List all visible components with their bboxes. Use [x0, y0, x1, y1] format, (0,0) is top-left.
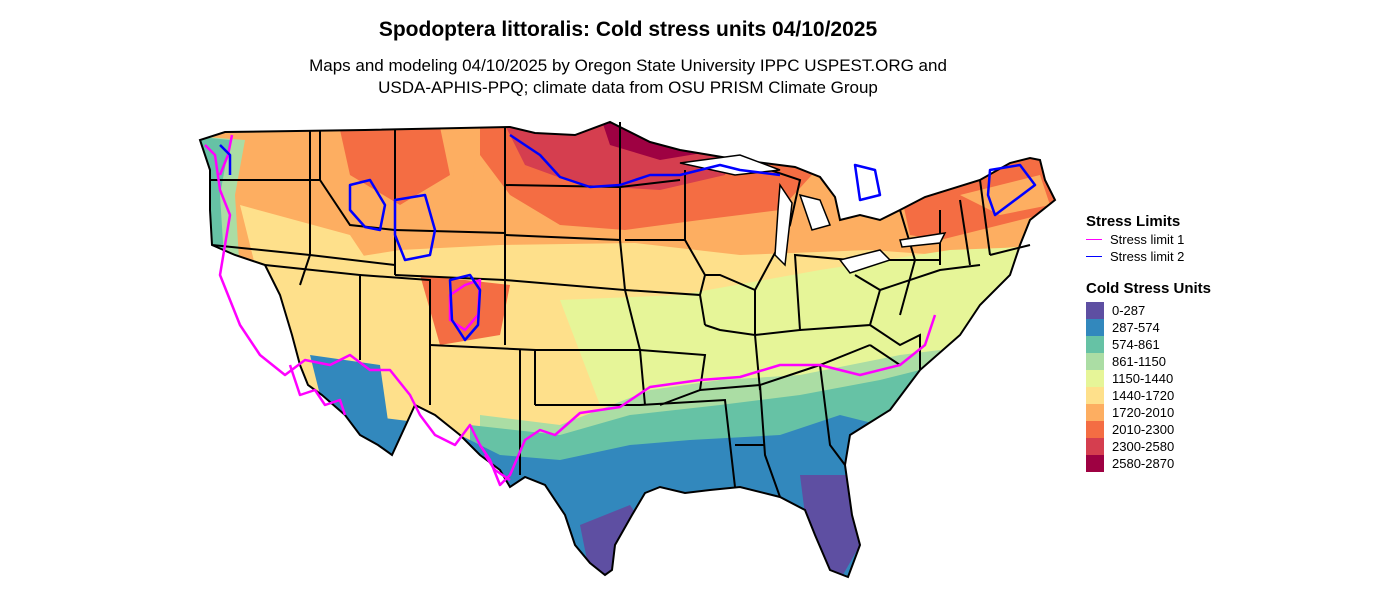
- stress-limit-1-contours: [204, 134, 937, 487]
- legend-class-row: 1720-2010: [1086, 404, 1266, 421]
- legend-class-label: 1440-1720: [1112, 388, 1175, 403]
- stress-limit-1-label: Stress limit 1: [1110, 232, 1185, 247]
- legend-class-label: 2580-2870: [1112, 456, 1175, 471]
- legend-class-row: 861-1150: [1086, 353, 1266, 370]
- legend-class-row: 2580-2870: [1086, 455, 1266, 472]
- legend-class-swatch: [1086, 370, 1104, 387]
- legend-class-label: 1720-2010: [1112, 405, 1175, 420]
- stress-limits-legend-title: Stress Limits: [1086, 213, 1181, 230]
- legend-class-swatch: [1086, 421, 1104, 438]
- legend-class-row: 574-861: [1086, 336, 1266, 353]
- map-title: Spodoptera littoralis: Cold stress units…: [378, 18, 878, 41]
- legend-class-label: 861-1150: [1112, 354, 1166, 369]
- subtitle-line-2: USDA-APHIS-PPQ; climate data from OSU PR…: [378, 78, 878, 97]
- legend-class-label: 2010-2300: [1112, 422, 1175, 437]
- legend-class-row: 1440-1720: [1086, 387, 1266, 404]
- legend-class-swatch: [1086, 319, 1104, 336]
- stress-limit-2-label: Stress limit 2: [1110, 249, 1185, 264]
- legend-class-swatch: [1086, 353, 1104, 370]
- legend-class-swatch: [1086, 438, 1104, 455]
- legend-class-label: 0-287: [1112, 303, 1146, 318]
- us-cold-stress-map: [180, 115, 1080, 595]
- stress-limit-1-swatch: [1086, 239, 1102, 240]
- map-svg: [198, 120, 1057, 579]
- legend-class-row: 2300-2580: [1086, 438, 1266, 455]
- legend-class-label: 1150-1440: [1112, 371, 1174, 386]
- legend-class-row: 2010-2300: [1086, 421, 1266, 438]
- legend-stress-limit-2: Stress limit 2: [1086, 248, 1266, 265]
- cold-stress-class-list: 0-287 287-574 574-861 861-1150 1150-1440 1440…: [1086, 302, 1266, 472]
- legend-class-label: 2300-2580: [1112, 439, 1175, 454]
- stress-limit-2-swatch: [1086, 256, 1102, 257]
- legend-class-swatch: [1086, 336, 1104, 353]
- subtitle-line-1: Maps and modeling 04/10/2025 by Oregon S…: [309, 56, 947, 75]
- great-lakes: [679, 154, 947, 274]
- legend: Stress Limits Stress limit 1 Stress limi…: [1086, 212, 1266, 472]
- legend-class-row: 1150-1440: [1086, 370, 1266, 387]
- legend-class-swatch: [1086, 302, 1104, 319]
- legend-class-swatch: [1086, 387, 1104, 404]
- legend-class-label: 287-574: [1112, 320, 1160, 335]
- legend-class-row: 287-574: [1086, 319, 1266, 336]
- legend-class-swatch: [1086, 404, 1104, 421]
- stress-limit-2-contours: [219, 133, 1037, 342]
- cold-stress-legend-title: Cold Stress Units: [1086, 280, 1212, 297]
- legend-class-row: 0-287: [1086, 302, 1266, 319]
- legend-stress-limit-1: Stress limit 1: [1086, 231, 1266, 248]
- legend-class-swatch: [1086, 455, 1104, 472]
- map-subtitle: Maps and modeling 04/10/2025 by Oregon S…: [278, 55, 978, 99]
- cold-stress-raster: [200, 122, 1055, 577]
- legend-class-label: 574-861: [1112, 337, 1160, 352]
